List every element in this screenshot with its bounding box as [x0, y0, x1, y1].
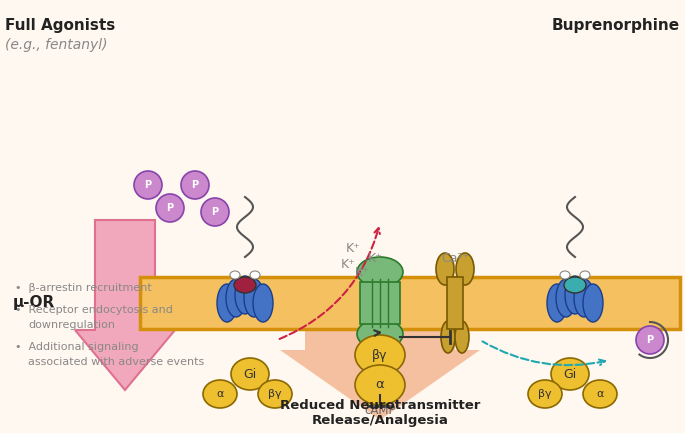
Ellipse shape [551, 358, 589, 390]
Text: Gi: Gi [563, 368, 577, 381]
Circle shape [156, 194, 184, 222]
Ellipse shape [583, 284, 603, 322]
Ellipse shape [456, 253, 474, 285]
Ellipse shape [355, 365, 405, 405]
Text: P: P [647, 335, 653, 345]
Text: K⁺: K⁺ [355, 265, 369, 278]
Text: cAMP: cAMP [364, 404, 396, 417]
Circle shape [636, 326, 664, 354]
Text: •  Additional signaling: • Additional signaling [15, 342, 138, 352]
Text: P: P [212, 207, 219, 217]
Polygon shape [75, 220, 175, 390]
Ellipse shape [560, 271, 570, 279]
Ellipse shape [226, 279, 246, 317]
Ellipse shape [355, 335, 405, 375]
Ellipse shape [441, 321, 455, 353]
Ellipse shape [250, 271, 260, 279]
Ellipse shape [583, 380, 617, 408]
Text: Reduced Neurotransmitter
Release/Analgesia: Reduced Neurotransmitter Release/Analges… [279, 399, 480, 427]
Circle shape [181, 171, 209, 199]
Text: Full Agonists: Full Agonists [5, 18, 115, 33]
Text: P: P [145, 180, 151, 190]
Text: •  Receptor endocytosis and: • Receptor endocytosis and [15, 305, 173, 315]
Text: βγ: βγ [269, 389, 282, 399]
Text: μ-OR: μ-OR [13, 295, 55, 310]
Text: βγ: βγ [372, 349, 388, 362]
Ellipse shape [244, 279, 264, 317]
Text: βγ: βγ [538, 389, 552, 399]
Ellipse shape [203, 380, 237, 408]
Ellipse shape [234, 277, 256, 293]
Ellipse shape [455, 321, 469, 353]
Circle shape [134, 171, 162, 199]
Text: K⁺: K⁺ [346, 242, 360, 255]
Text: P: P [166, 203, 173, 213]
Text: downregulation: downregulation [28, 320, 115, 330]
Ellipse shape [230, 271, 240, 279]
Bar [140, 277, 680, 329]
Text: Gi: Gi [243, 368, 257, 381]
Ellipse shape [556, 279, 576, 317]
Ellipse shape [231, 358, 269, 390]
Text: (e.g., fentanyl): (e.g., fentanyl) [5, 38, 108, 52]
Ellipse shape [258, 380, 292, 408]
Text: α: α [597, 389, 603, 399]
Text: α: α [216, 389, 224, 399]
Ellipse shape [357, 257, 403, 287]
Text: associated with adverse events: associated with adverse events [28, 357, 204, 367]
Circle shape [201, 198, 229, 226]
Ellipse shape [574, 279, 594, 317]
Text: α: α [375, 378, 384, 391]
Ellipse shape [528, 380, 562, 408]
Ellipse shape [565, 276, 585, 314]
Ellipse shape [547, 284, 567, 322]
Ellipse shape [564, 277, 586, 293]
Text: P: P [191, 180, 199, 190]
Ellipse shape [436, 253, 454, 285]
Ellipse shape [580, 271, 590, 279]
Ellipse shape [357, 319, 403, 349]
Text: Ca²⁺: Ca²⁺ [441, 252, 469, 265]
Ellipse shape [253, 284, 273, 322]
Polygon shape [280, 329, 480, 420]
Text: K⁺: K⁺ [340, 259, 356, 271]
Bar [447, 277, 463, 329]
Ellipse shape [235, 276, 255, 314]
Text: Buprenorphine: Buprenorphine [552, 18, 680, 33]
Bar [360, 282, 400, 324]
Text: K⁺: K⁺ [368, 252, 382, 265]
Text: •  β-arrestin recruitment: • β-arrestin recruitment [15, 283, 152, 293]
Ellipse shape [217, 284, 237, 322]
